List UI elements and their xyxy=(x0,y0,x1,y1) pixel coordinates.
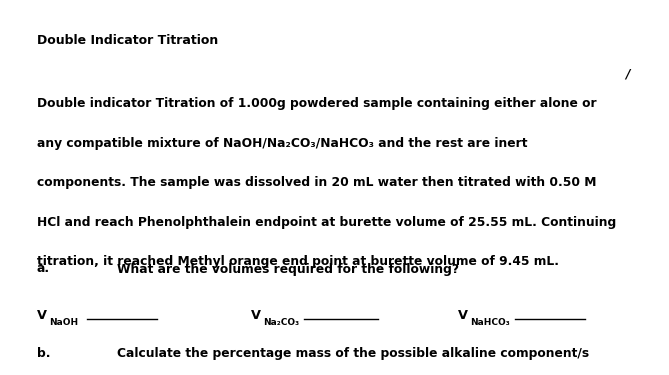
Text: b.: b. xyxy=(37,347,50,360)
Text: NaOH: NaOH xyxy=(49,318,78,327)
Text: titration, it reached Methyl orange end point at burette volume of 9.45 mL.: titration, it reached Methyl orange end … xyxy=(37,255,559,268)
Text: Calculate the percentage mass of the possible alkaline component/s: Calculate the percentage mass of the pos… xyxy=(117,347,589,360)
Text: /: / xyxy=(626,68,630,81)
Text: Double Indicator Titration: Double Indicator Titration xyxy=(37,34,218,47)
Text: components. The sample was dissolved in 20 mL water then titrated with 0.50 M: components. The sample was dissolved in … xyxy=(37,176,596,189)
Text: V: V xyxy=(251,309,261,322)
Text: Na₂CO₃: Na₂CO₃ xyxy=(263,318,299,327)
Text: HCl and reach Phenolphthalein endpoint at burette volume of 25.55 mL. Continuing: HCl and reach Phenolphthalein endpoint a… xyxy=(37,216,616,229)
Text: any compatible mixture of NaOH/Na₂CO₃/NaHCO₃ and the rest are inert: any compatible mixture of NaOH/Na₂CO₃/Na… xyxy=(37,137,527,150)
Text: V: V xyxy=(37,309,47,322)
Text: NaHCO₃: NaHCO₃ xyxy=(470,318,510,327)
Text: V: V xyxy=(458,309,468,322)
Text: What are the volumes required for the following?: What are the volumes required for the fo… xyxy=(117,262,459,276)
Text: a.: a. xyxy=(37,262,50,276)
Text: Double indicator Titration of 1.000g powdered sample containing either alone or: Double indicator Titration of 1.000g pow… xyxy=(37,98,597,111)
